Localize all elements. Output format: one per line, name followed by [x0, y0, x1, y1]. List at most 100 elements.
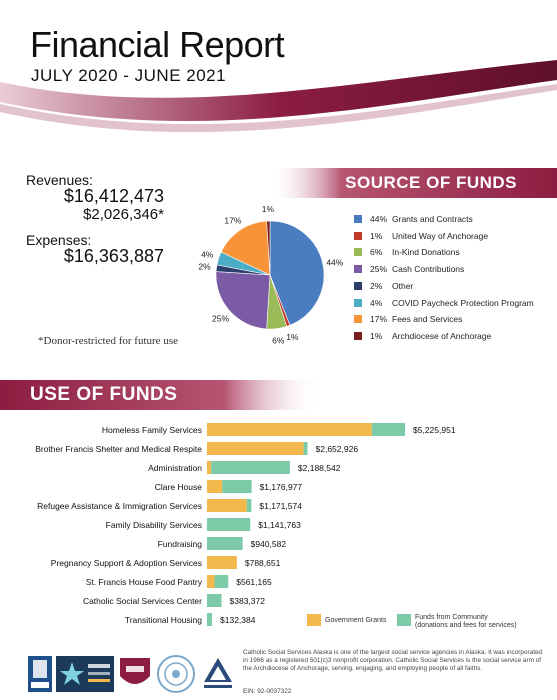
community-funds-label: Funds from Community: [415, 614, 488, 621]
bar-category-label: St. Francis House Food Pantry: [86, 577, 203, 587]
restricted-value: $2,026,346*: [83, 206, 164, 223]
legend-pct: 17%: [370, 314, 388, 325]
bar-value-label: $940,582: [251, 539, 287, 549]
bar-value-label: $2,652,926: [316, 444, 359, 454]
bar-gov-grants: [207, 575, 215, 588]
legend-pct: 6%: [370, 247, 383, 258]
bar-value-label: $561,165: [236, 577, 272, 587]
legend-pct: 1%: [370, 330, 383, 341]
bar-community-funds: [207, 594, 222, 607]
legend-swatch: [354, 331, 362, 340]
legend-pct: 44%: [370, 214, 388, 224]
footnote: *Donor-restricted for future use: [38, 335, 178, 347]
bar-category-label: Brother Francis Shelter and Medical Resp…: [35, 444, 202, 454]
pie-slice-grants-and-contracts: [269, 220, 325, 326]
bar-category-label: Transitional Housing: [125, 615, 202, 625]
bar-community-funds: [371, 423, 405, 436]
pie-label: 2%: [198, 262, 211, 272]
legend-item: 25% Cash Contributions: [354, 262, 464, 276]
revenues-value: $16,412,473: [63, 186, 164, 206]
bar-value-label: $788,651: [245, 558, 281, 568]
legend-pct: 2%: [370, 280, 383, 291]
bar-value-label: $2,188,542: [298, 463, 341, 473]
bar-value-label: $132,384: [220, 615, 256, 625]
legend-item: 6% In-Kind Donations: [354, 245, 460, 259]
legend-label: Fees and Services: [392, 314, 463, 325]
seal-logo: [157, 655, 195, 693]
bar-community-funds: [222, 480, 252, 493]
pie-label: 44%: [326, 258, 343, 268]
bar-community-funds: [207, 537, 243, 550]
bar-value-label: $1,176,977: [260, 482, 303, 492]
bar-community-funds: [207, 518, 251, 531]
legend-label: Archdiocese of Anchorage: [392, 330, 492, 341]
bar-category-label: Clare House: [155, 482, 203, 492]
pie-label: 4%: [201, 250, 214, 260]
legend-item: 44% Grants and Contracts: [354, 212, 473, 226]
bar-community-funds: [246, 499, 252, 512]
expenses-label: Expenses:: [26, 232, 92, 248]
source-pie-chart: 44%1%6%25%2%4%17%1%: [198, 204, 343, 345]
bar-gov-grants: [207, 556, 237, 569]
pie-label: 17%: [224, 215, 241, 225]
bar-community-funds: [214, 575, 229, 588]
legend-item: 4% COVID Paycheck Protection Program: [354, 296, 534, 310]
community-funds-swatch: [397, 614, 411, 626]
expenses-value: $16,363,887: [63, 246, 164, 266]
bar-gov-grants: [207, 461, 212, 474]
legend-label: In-Kind Donations: [392, 247, 460, 258]
pie-label: 1%: [262, 204, 275, 214]
legend-label: United Way of Anchorage: [392, 230, 489, 241]
legend-item: 1% Archdiocese of Anchorage: [354, 329, 491, 343]
community-funds-sublabel: (donations and fees for services): [415, 622, 517, 629]
bar-gov-grants: [207, 480, 223, 493]
bbb-logo: [28, 656, 52, 692]
revenues-label: Revenues:: [26, 172, 93, 188]
pie-slice-fees-and-services: [220, 220, 271, 276]
bar-category-label: Fundraising: [158, 539, 203, 549]
gov-grants-label: Government Grants: [325, 617, 387, 624]
legend-label: Grants and Contracts: [392, 214, 473, 224]
bar-gov-grants: [207, 499, 247, 512]
pie-slice-archdiocese-of-anchorage: [266, 220, 271, 276]
legend-item: 2% Other: [354, 279, 413, 293]
header-swoosh: [0, 60, 557, 133]
legend-pct: 25%: [370, 264, 388, 275]
bar-value-label: $1,141,763: [258, 520, 301, 530]
bar-category-label: Family Disability Services: [106, 520, 202, 530]
source-banner: [270, 168, 557, 198]
use-of-funds-title: USE OF FUNDS: [30, 384, 178, 405]
legend-pct: 1%: [370, 230, 383, 241]
pie-label: 25%: [212, 314, 229, 324]
use-banner: [0, 380, 320, 410]
legend-swatch: [354, 315, 362, 324]
source-of-funds-title: SOURCE OF FUNDS: [345, 173, 517, 192]
bar-community-funds: [211, 461, 290, 474]
legend-swatch: [354, 281, 362, 290]
bar-community-funds: [207, 613, 213, 626]
legend-swatch: [354, 265, 362, 274]
legend-swatch: [354, 298, 362, 307]
bar-category-label: Homeless Family Services: [102, 425, 202, 435]
use-bar-chart: Homeless Family Services $5,225,951 Brothe…: [35, 423, 456, 626]
bar-gov-grants: [207, 442, 304, 455]
page-title: Financial Report: [30, 24, 285, 65]
pie-label: 6%: [272, 335, 285, 345]
bar-category-label: Pregnancy Support & Adoption Services: [51, 558, 202, 568]
legend-label: COVID Paycheck Protection Program: [392, 297, 534, 308]
bar-community-funds: [303, 442, 308, 455]
legend-label: Cash Contributions: [392, 264, 465, 275]
legend-item: 17% Fees and Services: [354, 312, 462, 326]
legend-pct: 4%: [370, 297, 383, 308]
legend-swatch: [354, 248, 362, 257]
page-subtitle: JULY 2020 - JUNE 2021: [31, 66, 227, 85]
bar-category-label: Administration: [148, 463, 202, 473]
bar-category-label: Catholic Social Services Center: [83, 596, 202, 606]
bar-category-label: Refugee Assistance & Immigration Service…: [37, 501, 202, 511]
legend-swatch: [354, 215, 362, 223]
bar-value-label: $5,225,951: [413, 425, 456, 435]
footer-description: Catholic Social Services Alaska is one o…: [243, 649, 543, 672]
legend-item: 1% United Way of Anchorage: [354, 229, 488, 243]
pie-label: 1%: [286, 332, 299, 342]
bar-gov-grants: [207, 423, 372, 436]
